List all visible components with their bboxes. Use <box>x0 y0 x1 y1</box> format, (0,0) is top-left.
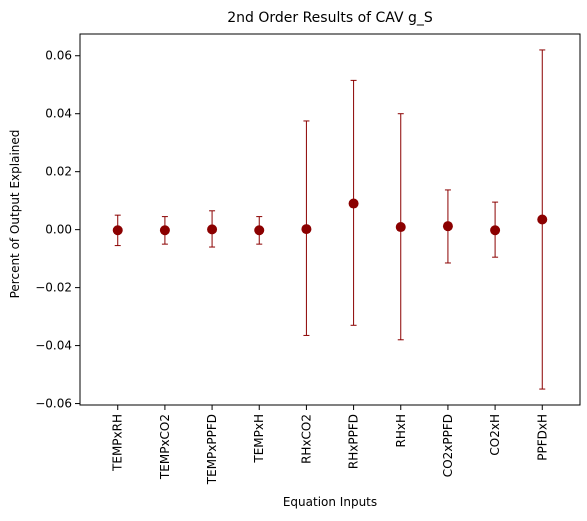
x-tick-label: TEMPxRH <box>111 414 125 472</box>
x-tick-label: TEMPxCO2 <box>158 414 172 480</box>
y-tick-label: −0.02 <box>35 281 72 295</box>
x-tick-label: PPFDxH <box>535 414 549 461</box>
y-tick-label: 0.00 <box>45 223 72 237</box>
data-point <box>207 224 218 235</box>
y-tick-label: 0.02 <box>45 165 72 179</box>
y-tick-label: −0.04 <box>35 339 72 353</box>
x-tick-label: CO2xH <box>488 414 502 456</box>
data-point <box>159 225 170 236</box>
data-point <box>301 224 312 235</box>
axes-frame <box>79 33 581 406</box>
x-axis-label: Equation Inputs <box>283 495 377 509</box>
x-tick-label: RHxCO2 <box>299 414 313 464</box>
x-tick-label: TEMPxH <box>252 414 266 464</box>
y-axis-label: Percent of Output Explained <box>8 130 22 299</box>
x-tick-label: TEMPxPPFD <box>205 414 219 485</box>
x-tick-label: RHxH <box>394 414 408 448</box>
chart-title: 2nd Order Results of CAV g_S <box>227 10 433 26</box>
data-point <box>442 221 453 232</box>
y-tick-label: 0.06 <box>45 49 72 63</box>
x-tick-label: RHxPPFD <box>347 414 361 469</box>
data-point <box>395 222 406 233</box>
data-point <box>348 198 359 209</box>
data-point <box>490 225 501 236</box>
data-point <box>537 214 548 225</box>
data-point <box>254 225 265 236</box>
y-tick-label: −0.06 <box>35 397 72 411</box>
plot-area: −0.06 −0.04 −0.02 0.00 0.02 0.04 0.06 TEMPxRH TE… <box>35 33 581 485</box>
x-tick-label: CO2xPPFD <box>441 414 455 477</box>
data-point <box>112 225 123 236</box>
y-tick-label: 0.04 <box>45 107 72 121</box>
